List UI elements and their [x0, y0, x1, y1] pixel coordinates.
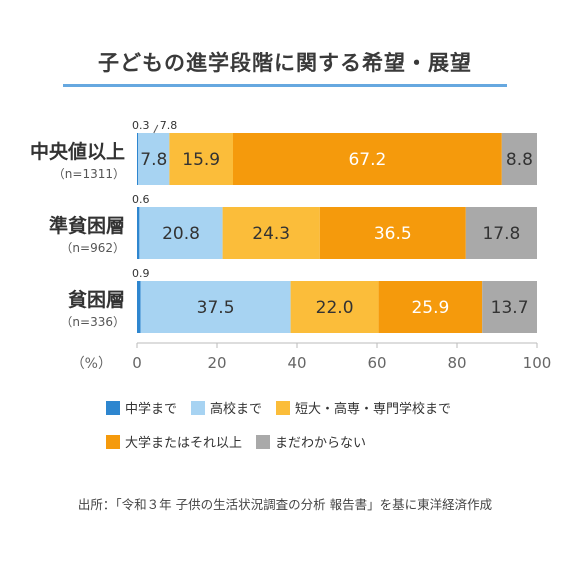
data-label: 8.8 [506, 150, 533, 170]
bar-segment [465, 207, 537, 259]
bar-segment [319, 207, 466, 259]
category-sample-size: （n=962） [60, 241, 125, 255]
category-label: 中央値以上 [30, 140, 125, 163]
legend-row: 中学まで 高校まで 短大・高専・専門学校まで [106, 398, 526, 417]
data-label: 17.8 [482, 224, 520, 244]
callout-line [153, 124, 159, 134]
legend-swatch [276, 400, 291, 415]
data-label: 15.9 [182, 150, 220, 170]
legend-label: 高校まで [210, 402, 263, 417]
data-label: 0.3 [132, 119, 150, 132]
bar-segment [501, 133, 537, 185]
x-tick-label: 100 [523, 354, 552, 372]
category-labels: 中央値以上 （n=1311） 準貧困層 （n=962） 貧困層 （n=336） [30, 140, 125, 329]
source-note: 出所：「令和３年 子供の生活状況調査の分析 報告書」を基に東洋経済作成 [77, 497, 493, 512]
x-axis: 0 20 40 60 80 100 （%） [71, 342, 552, 372]
bar-segment [137, 133, 139, 185]
data-label: 13.7 [491, 298, 529, 318]
data-label: 25.9 [411, 298, 449, 318]
bar-segment [137, 281, 141, 333]
title-underline [63, 84, 507, 87]
data-label: 37.5 [197, 298, 235, 318]
bar-segment [138, 133, 170, 185]
x-tick-label: 80 [447, 354, 466, 372]
legend-item: 大学またはそれ以上 [106, 432, 242, 451]
legend-item: まだわからない [256, 432, 366, 451]
bar-segment [222, 207, 320, 259]
x-axis-unit: （%） [71, 356, 112, 372]
legend-label: 中学まで [125, 402, 178, 417]
bar-segment [378, 281, 483, 333]
data-label: 24.3 [252, 224, 290, 244]
bar-segment [482, 281, 537, 333]
x-tick-label: 0 [132, 354, 142, 372]
category-label: 準貧困層 [49, 214, 125, 237]
category-sample-size: （n=1311） [53, 167, 125, 181]
bar-segments: 7.8 15.9 67.2 8.8 0.3 7.8 20.8 24.3 36.5 17.8 0.6 3… [132, 119, 537, 333]
legend-swatch [191, 400, 206, 415]
x-tick-label: 40 [287, 354, 306, 372]
legend-swatch [106, 434, 120, 449]
legend: 中学まで 高校まで 短大・高専・専門学校まで 大学またはそれ以上 まだわからない [106, 398, 526, 466]
x-tick-label: 20 [207, 354, 226, 372]
bar-segment [169, 133, 233, 185]
data-label: 20.8 [162, 224, 200, 244]
legend-item: 高校まで [191, 398, 262, 417]
category-sample-size: （n=336） [60, 315, 125, 329]
bar-segment [139, 207, 223, 259]
chart-title: 子どもの進学段階に関する希望・展望 [98, 51, 472, 75]
stacked-bar-chart: 中央値以上 （n=1311） 準貧困層 （n=962） 貧困層 （n=336） 7.8 15… [30, 119, 552, 372]
legend-swatch [256, 434, 271, 449]
x-tick-label: 60 [367, 354, 386, 372]
data-label: 67.2 [348, 150, 386, 170]
data-label: 0.9 [132, 267, 150, 280]
legend-item: 短大・高専・専門学校まで [276, 398, 451, 417]
category-label: 貧困層 [68, 288, 125, 311]
data-label: 36.5 [374, 224, 412, 244]
legend-label: まだわからない [275, 436, 367, 451]
data-label: 22.0 [316, 298, 354, 318]
data-label: 7.8 [140, 150, 167, 170]
data-label: 7.8 [160, 119, 178, 132]
bar-segment [137, 207, 140, 259]
legend-item: 中学まで [106, 398, 177, 417]
bar-segment [233, 133, 502, 185]
legend-swatch [106, 400, 120, 415]
legend-row: 大学またはそれ以上 まだわからない [106, 432, 526, 451]
legend-label: 短大・高専・専門学校まで [295, 402, 452, 417]
bar-segment [290, 281, 379, 333]
legend-label: 大学またはそれ以上 [125, 436, 243, 451]
bar-segment [140, 281, 291, 333]
data-label: 0.6 [132, 193, 150, 206]
